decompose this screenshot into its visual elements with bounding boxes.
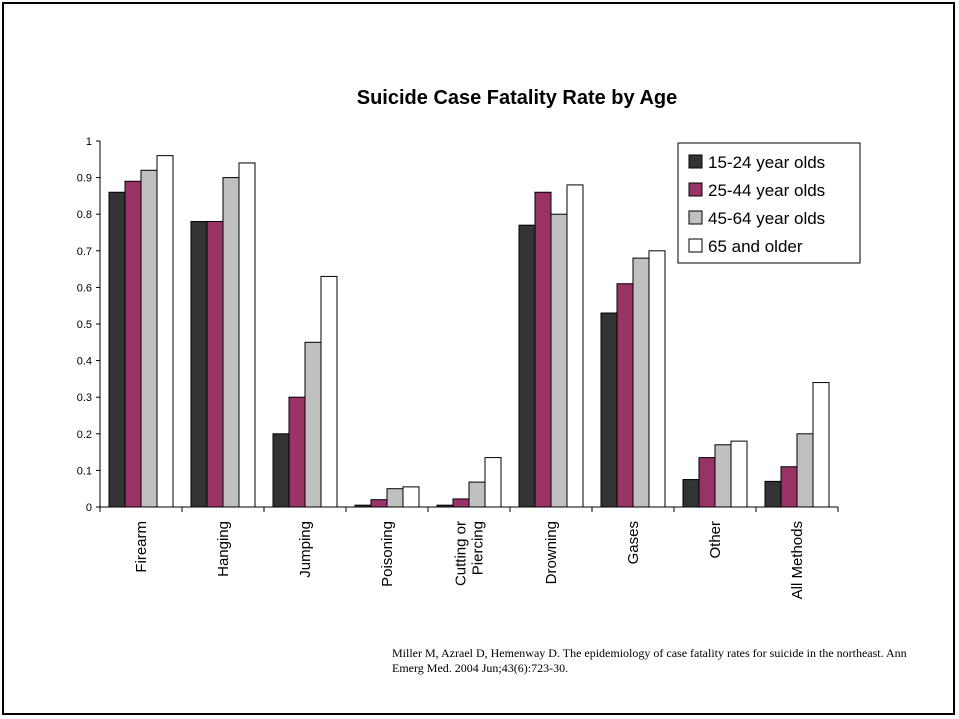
x-category-label-group: Gases	[625, 521, 642, 564]
bar	[238, 162, 256, 508]
bar	[812, 382, 830, 508]
x-category-label: Hanging	[215, 521, 232, 577]
bar	[320, 275, 338, 508]
x-category-label-group: Cutting or Piercing	[453, 521, 487, 586]
legend-swatch	[688, 182, 703, 197]
x-category-label-group: Drowning	[543, 521, 560, 584]
x-category-label: All Methods	[789, 521, 806, 599]
plot-area: 0 0.1 0.2 0.3 0.4 0.5 0.6 0.7 0.8 0.9 1 Firearm Hang…	[77, 136, 839, 599]
legend-swatch	[688, 154, 703, 169]
x-category-label-group: Firearm	[133, 521, 150, 573]
bar	[600, 312, 618, 508]
bar	[780, 466, 798, 508]
legend-swatch	[688, 238, 703, 253]
legend-swatch	[688, 210, 703, 225]
legend-label: 65 and older	[708, 237, 803, 256]
x-category-label-group: Poisoning	[379, 521, 396, 587]
y-tick-label: 0.2	[77, 429, 92, 441]
bar	[190, 221, 208, 508]
y-tick-label: 0.8	[77, 209, 92, 221]
bar	[632, 257, 650, 508]
x-category-label: Cutting or	[453, 521, 470, 586]
bar	[648, 250, 666, 508]
bar	[386, 488, 404, 508]
x-category-label: Firearm	[133, 521, 150, 573]
bar	[354, 504, 372, 508]
x-category-label: Drowning	[543, 521, 560, 584]
bar	[288, 396, 306, 508]
bar	[222, 177, 240, 508]
bar	[468, 481, 486, 508]
bar	[714, 444, 732, 508]
bar	[550, 213, 568, 508]
citation-text: Miller M, Azrael D, Hemenway D. The epid…	[392, 646, 907, 675]
legend-label: 25-44 year olds	[708, 181, 825, 200]
bar	[402, 486, 420, 508]
x-category-label-group: All Methods	[789, 521, 806, 599]
bar	[206, 221, 224, 508]
bar	[484, 457, 502, 508]
bar	[156, 155, 174, 508]
x-category-label: Piercing	[470, 521, 487, 575]
x-category-label: Poisoning	[379, 521, 396, 587]
bar	[370, 499, 388, 508]
y-tick-label: 0.3	[77, 392, 92, 404]
bar	[452, 498, 470, 508]
y-tick-label: 0.9	[77, 173, 92, 185]
x-category-label: Gases	[625, 521, 642, 564]
legend-box	[677, 142, 861, 264]
bar	[764, 480, 782, 508]
y-tick-label: 0.7	[77, 246, 92, 258]
bar	[566, 184, 584, 508]
bar	[124, 180, 142, 508]
chart-title: Suicide Case Fatality Rate by Age	[357, 87, 677, 109]
legend-label: 15-24 year olds	[708, 153, 825, 172]
x-category-label-group: Jumping	[297, 521, 314, 578]
bar	[304, 341, 322, 508]
bar	[730, 440, 748, 508]
legend-label: 45-64 year olds	[708, 209, 825, 228]
y-tick-label: 0.1	[77, 465, 92, 477]
bar	[436, 504, 454, 508]
bar	[108, 191, 126, 508]
y-tick-label: 0.6	[77, 282, 92, 294]
y-tick-label: 0.4	[77, 356, 92, 368]
bar	[796, 433, 814, 508]
bar	[272, 433, 290, 508]
bar	[682, 479, 700, 508]
bar	[518, 224, 536, 508]
y-tick-label: 1	[86, 136, 92, 148]
x-category-label-group: Other	[707, 521, 724, 559]
bar	[698, 457, 716, 508]
x-category-label: Other	[707, 521, 724, 559]
y-tick-label: 0.5	[77, 319, 92, 331]
bar	[534, 191, 552, 508]
x-category-label: Jumping	[297, 521, 314, 578]
x-category-label-group: Hanging	[215, 521, 232, 577]
bar	[140, 169, 158, 508]
y-tick-label: 0	[86, 502, 92, 514]
legend: 15-24 year olds 25-44 year olds 45-64 year…	[677, 142, 861, 264]
bar	[616, 283, 634, 508]
